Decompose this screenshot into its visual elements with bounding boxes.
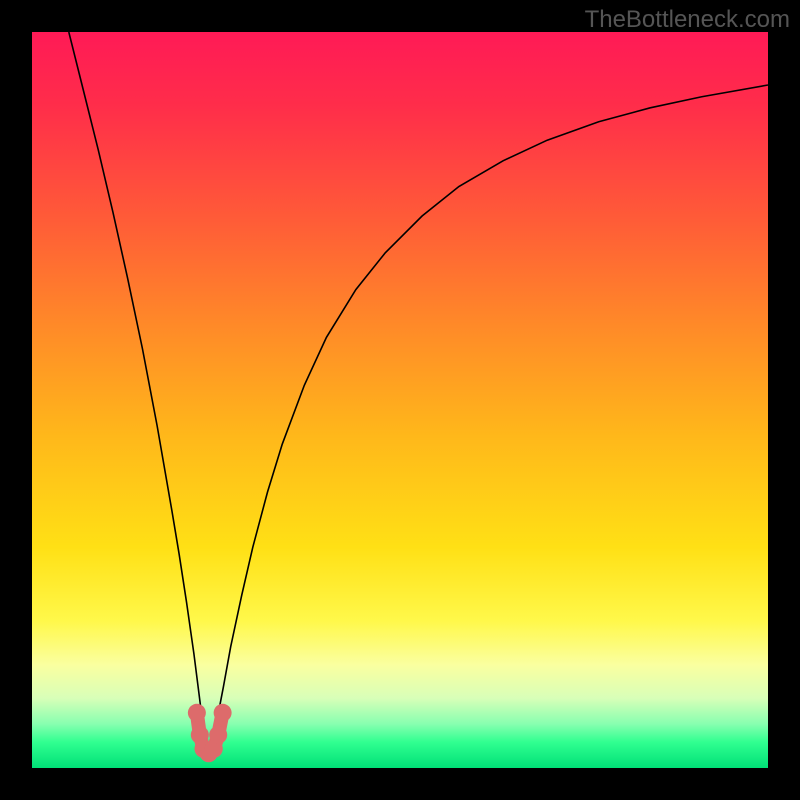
plot-background (32, 32, 768, 768)
chart-frame (32, 32, 768, 768)
plot-svg (32, 32, 768, 768)
watermark-text: TheBottleneck.com (585, 6, 790, 34)
plot-area (32, 32, 768, 768)
marker-point (214, 704, 232, 722)
marker-point (188, 704, 206, 722)
marker-point (209, 726, 227, 744)
